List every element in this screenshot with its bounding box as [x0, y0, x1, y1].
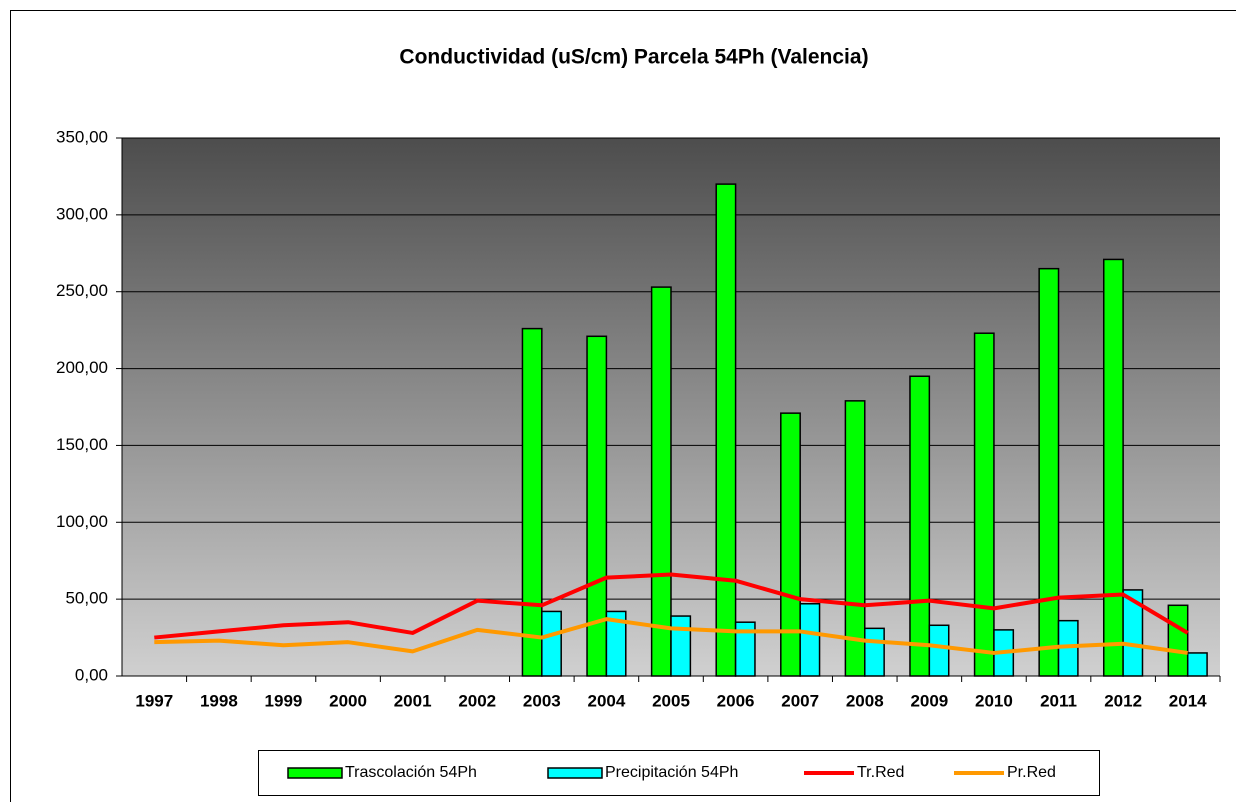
y-tick-label: 250,00 [56, 281, 108, 300]
y-tick-label: 0,00 [75, 665, 108, 684]
x-tick-label: 2003 [523, 691, 561, 710]
line [154, 572, 1189, 640]
bar [928, 624, 950, 677]
legend-label: Trascolación 54Ph [345, 764, 477, 781]
chart-title: Conductividad (uS/cm) Parcela 54Ph (Vale… [399, 46, 868, 69]
bar [799, 603, 821, 677]
y-tick-label: 300,00 [56, 204, 108, 223]
x-tick-label: 1997 [135, 691, 173, 710]
legend-label: Pr.Red [1007, 764, 1056, 781]
legend-swatch [287, 767, 343, 779]
bar [1102, 258, 1124, 677]
x-tick-label: 2004 [587, 691, 625, 710]
line [154, 617, 1188, 655]
x-tick-label: 2009 [910, 691, 948, 710]
bar [521, 327, 543, 677]
bar [586, 335, 608, 677]
bar [650, 286, 672, 677]
legend-swatch [547, 767, 603, 779]
bar [973, 332, 995, 677]
bar [864, 627, 885, 677]
x-tick-label: 2010 [975, 691, 1013, 710]
x-tick-label: 2000 [329, 691, 367, 710]
bar [1186, 652, 1208, 677]
y-tick-label: 200,00 [56, 358, 108, 377]
bar [670, 615, 692, 677]
x-tick-label: 2001 [394, 691, 432, 710]
bar [734, 621, 756, 677]
y-tick-label: 350,00 [56, 127, 108, 146]
bar [1122, 589, 1144, 677]
legend-label: Precipitación 54Ph [605, 764, 738, 781]
bar [1038, 267, 1060, 677]
x-tick-label: 1998 [200, 691, 238, 710]
x-tick-label: 2011 [1040, 691, 1077, 710]
legend-label: Tr.Red [857, 764, 904, 781]
y-tick-label: 150,00 [56, 435, 108, 454]
bar [844, 400, 866, 677]
x-tick-label: 2014 [1169, 691, 1207, 710]
x-tick-label: 2007 [781, 691, 819, 710]
x-tick-label: 1999 [265, 691, 303, 710]
x-tick-label: 2006 [717, 691, 755, 710]
bar [909, 375, 931, 677]
y-tick-label: 100,00 [56, 512, 108, 531]
x-tick-label: 2012 [1104, 691, 1142, 710]
bar [605, 610, 627, 677]
x-tick-label: 2002 [458, 691, 496, 710]
bar [541, 610, 562, 677]
bar [1167, 604, 1189, 677]
x-tick-label: 2005 [652, 691, 690, 710]
x-tick-label: 2008 [846, 691, 884, 710]
y-tick-label: 50,00 [65, 589, 108, 608]
bar [715, 183, 737, 677]
bar [780, 412, 801, 677]
